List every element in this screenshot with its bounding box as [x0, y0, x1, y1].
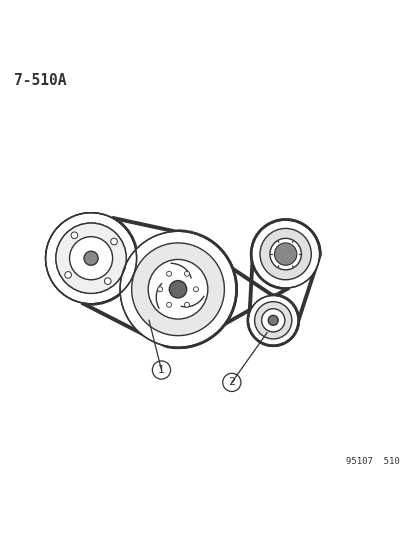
Circle shape	[84, 251, 98, 265]
Circle shape	[169, 280, 186, 298]
Circle shape	[261, 309, 284, 332]
Circle shape	[84, 251, 98, 265]
Circle shape	[193, 287, 198, 292]
Circle shape	[71, 232, 78, 239]
Circle shape	[45, 213, 136, 304]
Circle shape	[184, 302, 189, 307]
Circle shape	[166, 271, 171, 276]
Circle shape	[251, 220, 319, 288]
Circle shape	[157, 287, 162, 292]
Circle shape	[248, 295, 297, 345]
Circle shape	[184, 271, 189, 276]
Circle shape	[69, 237, 112, 280]
Circle shape	[254, 302, 291, 339]
Circle shape	[56, 223, 126, 293]
Text: 95107  510: 95107 510	[345, 457, 399, 466]
Circle shape	[274, 243, 296, 265]
Circle shape	[131, 243, 224, 336]
Text: 7-510A: 7-510A	[14, 72, 67, 88]
Circle shape	[269, 238, 301, 270]
Circle shape	[110, 238, 117, 245]
Circle shape	[166, 302, 171, 307]
Circle shape	[120, 231, 235, 347]
Circle shape	[148, 260, 207, 319]
Circle shape	[104, 278, 111, 285]
Circle shape	[65, 272, 71, 278]
Text: 1: 1	[158, 365, 164, 375]
Circle shape	[268, 316, 278, 325]
Circle shape	[259, 229, 311, 280]
Text: 2: 2	[228, 377, 235, 387]
